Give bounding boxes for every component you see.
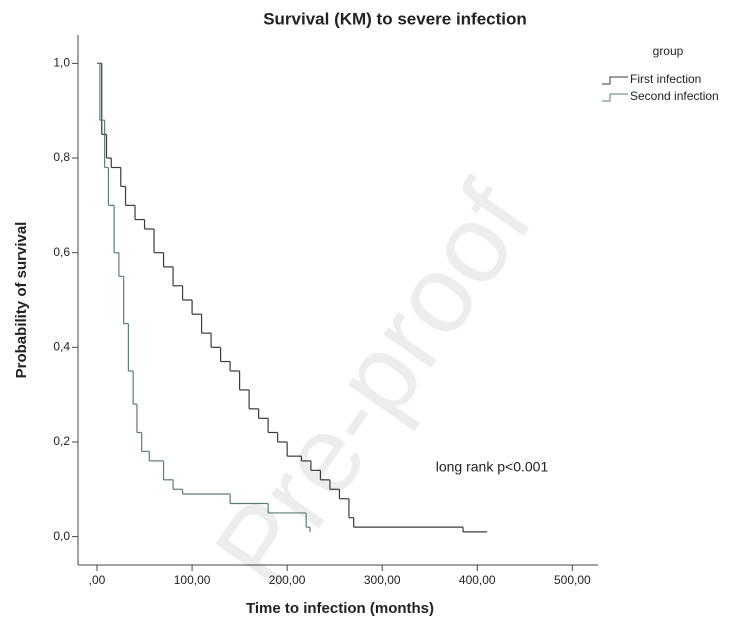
y-tick-label: 1,0 xyxy=(53,56,70,70)
x-tick-label: 400,00 xyxy=(459,573,496,587)
x-tick-label: 200,00 xyxy=(269,573,306,587)
x-tick-label: 100,00 xyxy=(174,573,211,587)
y-tick-label: 0,4 xyxy=(53,339,70,353)
legend-symbol xyxy=(602,76,628,85)
y-tick-label: 0,8 xyxy=(53,150,70,164)
legend-label: First infection xyxy=(630,72,701,86)
x-tick-label: ,00 xyxy=(89,573,106,587)
legend-symbol xyxy=(602,93,628,102)
x-axis-label: Time to infection (months) xyxy=(246,600,434,617)
chart-title: Survival (KM) to severe infection xyxy=(263,9,527,28)
watermark: Pre-proof xyxy=(191,162,555,609)
y-axis-label: Probability of survival xyxy=(13,222,30,379)
legend-title: group xyxy=(653,44,684,58)
y-tick-label: 0,0 xyxy=(53,529,70,543)
annotation: long rank p<0.001 xyxy=(436,459,549,475)
legend-label: Second infection xyxy=(630,89,719,103)
y-tick-label: 0,6 xyxy=(53,245,70,259)
y-tick-label: 0,2 xyxy=(53,434,70,448)
x-tick-label: 500,00 xyxy=(554,573,591,587)
x-tick-label: 300,00 xyxy=(364,573,401,587)
